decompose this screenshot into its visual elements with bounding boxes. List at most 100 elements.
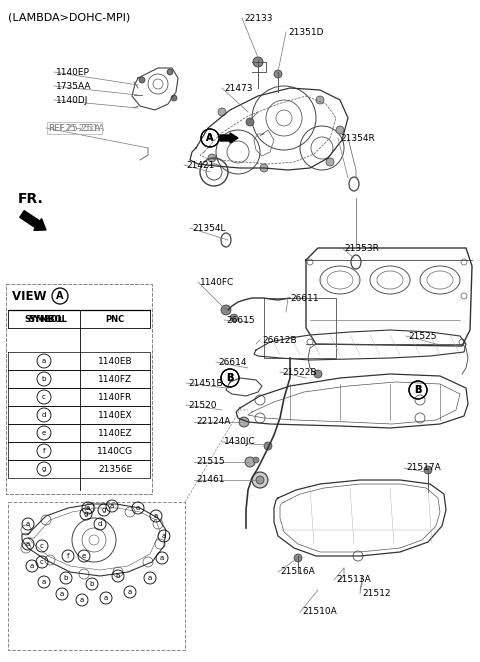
Text: a: a [136,505,140,511]
Circle shape [415,395,425,405]
Text: b: b [116,573,120,579]
Text: a: a [110,503,114,509]
Text: B: B [226,373,234,383]
Circle shape [125,507,135,517]
Text: 1140FC: 1140FC [200,277,234,287]
Text: 21461: 21461 [196,475,225,485]
Circle shape [239,417,249,427]
Text: 21520: 21520 [188,401,216,410]
Text: 21473: 21473 [224,83,252,93]
Circle shape [85,503,95,513]
Text: 1140FR: 1140FR [98,393,132,401]
FancyArrow shape [20,211,46,230]
Text: 1140EB: 1140EB [98,357,132,365]
Text: SYMBOL: SYMBOL [24,314,63,324]
Circle shape [221,305,231,315]
Circle shape [424,466,432,474]
Text: B: B [226,373,234,383]
Text: c: c [40,543,44,549]
Circle shape [353,551,363,561]
Text: 22133: 22133 [244,13,273,23]
Circle shape [415,413,425,423]
Text: e: e [42,430,46,436]
Text: a: a [80,597,84,603]
Text: REF.25-251A: REF.25-251A [48,124,100,132]
Text: 26615: 26615 [226,316,254,324]
Text: 21512: 21512 [362,589,391,598]
Circle shape [143,557,153,567]
Text: 26611: 26611 [290,293,319,303]
Circle shape [21,543,31,553]
Circle shape [208,154,216,162]
Text: a: a [42,358,46,364]
Circle shape [21,525,31,535]
Text: 21522B: 21522B [282,367,316,377]
Circle shape [79,569,89,579]
Text: 1735AA: 1735AA [56,81,92,91]
Circle shape [230,314,238,322]
Circle shape [260,164,268,172]
Circle shape [459,339,465,345]
Text: A: A [206,133,214,143]
Circle shape [155,539,165,549]
Text: 21515: 21515 [196,457,225,467]
Text: a: a [148,575,152,581]
Text: 21525: 21525 [408,332,436,340]
Text: g: g [42,466,46,472]
Circle shape [264,442,272,450]
Text: e: e [82,553,86,559]
Text: 21353R: 21353R [344,244,379,252]
Circle shape [461,293,467,299]
Text: 21517A: 21517A [406,463,441,473]
Text: a: a [86,505,90,511]
Text: (LAMBDA>DOHC-MPI): (LAMBDA>DOHC-MPI) [8,12,130,22]
Circle shape [307,259,313,265]
Circle shape [253,457,259,463]
Text: a: a [42,579,46,585]
Text: VIEW: VIEW [12,290,50,303]
Text: g: g [84,511,88,517]
Text: SYMBOL: SYMBOL [29,314,67,324]
Text: A: A [206,133,214,143]
Text: B: B [414,385,422,395]
Circle shape [255,395,265,405]
Text: d: d [42,412,46,418]
Text: 21351D: 21351D [288,28,324,36]
Text: 26614: 26614 [218,357,247,367]
Circle shape [252,472,268,488]
Text: c: c [40,559,44,565]
Text: g: g [102,507,106,513]
Circle shape [167,69,173,75]
FancyArrow shape [220,133,238,143]
Text: 1140FZ: 1140FZ [98,375,132,383]
Circle shape [255,413,265,423]
Circle shape [326,158,334,166]
Text: f: f [67,553,69,559]
Circle shape [45,555,55,565]
Text: A: A [56,291,64,301]
Circle shape [256,476,264,484]
Circle shape [307,339,313,345]
Circle shape [218,108,226,116]
Circle shape [113,567,123,577]
Text: B: B [414,385,422,395]
Circle shape [246,118,254,126]
Text: a: a [26,541,30,547]
Text: 21354R: 21354R [340,134,375,142]
Text: 1140CG: 1140CG [97,446,133,455]
Text: 21421: 21421 [186,160,215,169]
Text: f: f [43,448,45,454]
Circle shape [316,96,324,104]
Text: b: b [42,376,46,382]
Text: a: a [30,563,34,569]
Text: a: a [154,513,158,519]
Text: FR.: FR. [18,192,44,206]
Text: 1430JC: 1430JC [224,438,256,446]
Text: c: c [42,394,46,400]
Text: 21354L: 21354L [192,224,226,232]
Text: a: a [104,595,108,601]
Text: 1140EZ: 1140EZ [98,428,132,438]
Circle shape [336,126,344,134]
Text: 1140EX: 1140EX [98,410,132,420]
Text: 21356E: 21356E [98,465,132,473]
